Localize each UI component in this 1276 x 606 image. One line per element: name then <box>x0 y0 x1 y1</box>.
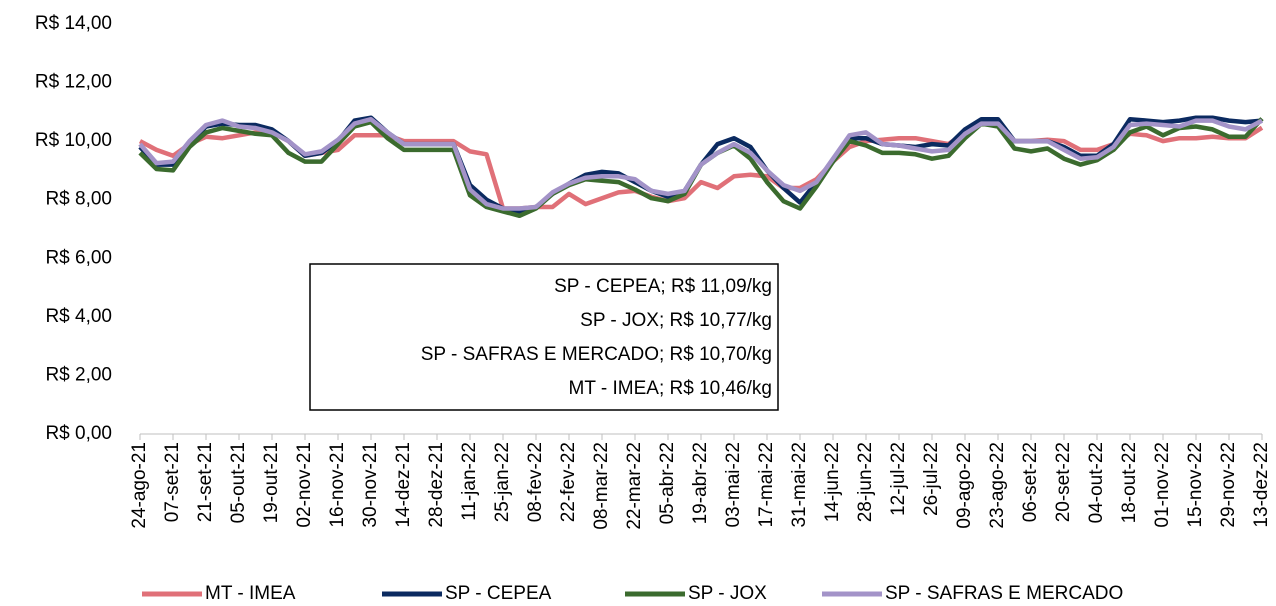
annotation-box <box>309 263 779 411</box>
x-tick-label: 31-mai-22 <box>789 442 810 528</box>
x-tick-label: 03-mai-22 <box>723 442 744 528</box>
annotation: SP - JOX; R$ 10,77/kg <box>580 310 772 331</box>
x-tick-label: 13-dez-22 <box>1251 442 1272 528</box>
annotation: SP - CEPEA; R$ 11,09/kg <box>554 276 772 297</box>
x-tick-label: 23-ago-22 <box>987 442 1008 529</box>
x-tick-label: 11-jan-22 <box>459 442 480 521</box>
y-tick-label: R$ 14,00 <box>35 13 112 34</box>
x-tick-label: 26-jul-22 <box>921 442 942 516</box>
x-tick-label: 21-set-21 <box>195 442 216 522</box>
series-line <box>138 116 1264 211</box>
legend-label: MT - IMEA <box>205 583 296 604</box>
x-tick-label: 02-nov-21 <box>294 442 315 528</box>
x-tick-label: 08-fev-22 <box>525 442 546 522</box>
x-tick-label: 15-nov-22 <box>1185 442 1206 528</box>
x-tick-label: 22-fev-22 <box>558 442 579 522</box>
x-tick-label: 22-mar-22 <box>624 442 645 530</box>
x-tick-label: 09-ago-22 <box>954 442 975 529</box>
x-tick-label: 14-jun-22 <box>822 442 843 522</box>
legend-label: SP - SAFRAS E MERCADO <box>885 583 1123 604</box>
annotation: SP - SAFRAS E MERCADO; R$ 10,70/kg <box>421 344 772 365</box>
y-tick-label: R$ 10,00 <box>35 130 112 151</box>
x-tick-label: 06-set-22 <box>1020 442 1041 522</box>
x-tick-label: 14-dez-21 <box>393 442 414 528</box>
y-tick-label: R$ 6,00 <box>45 247 112 268</box>
x-tick-label: 28-jun-22 <box>855 442 876 522</box>
x-tick-label: 16-nov-21 <box>327 442 348 528</box>
x-tick-label: 07-set-21 <box>162 442 183 522</box>
y-tick-label: R$ 2,00 <box>45 364 112 385</box>
x-tick-label: 04-out-22 <box>1086 442 1107 523</box>
x-tick-label: 17-mai-22 <box>756 442 777 528</box>
x-tick-label: 24-ago-21 <box>129 442 150 529</box>
y-tick-label: R$ 8,00 <box>45 189 112 210</box>
x-tick-label: 30-nov-21 <box>360 442 381 528</box>
x-tick-label: 01-nov-22 <box>1152 442 1173 528</box>
y-tick-label: R$ 4,00 <box>45 306 112 327</box>
x-tick-label: 25-jan-22 <box>492 442 513 522</box>
annotation: MT - IMEA; R$ 10,46/kg <box>569 378 772 399</box>
x-tick-label: 05-out-21 <box>228 442 249 523</box>
x-tick-label: 20-set-22 <box>1053 442 1074 522</box>
legend-label: SP - JOX <box>688 583 767 604</box>
x-tick-label: 08-mar-22 <box>591 442 612 530</box>
x-tick-label: 12-jul-22 <box>888 442 909 516</box>
x-tick-label: 29-nov-22 <box>1218 442 1239 528</box>
legend-label: SP - CEPEA <box>445 583 552 604</box>
x-tick-label: 28-dez-21 <box>426 442 447 528</box>
y-tick-label: R$ 0,00 <box>45 423 112 444</box>
x-tick-label: 19-abr-22 <box>690 442 711 524</box>
x-tick-label: 19-out-21 <box>261 442 282 523</box>
x-tick-label: 18-out-22 <box>1119 442 1140 523</box>
x-tick-label: 05-abr-22 <box>657 442 678 524</box>
y-tick-label: R$ 12,00 <box>35 72 112 93</box>
series-line <box>138 121 1264 211</box>
